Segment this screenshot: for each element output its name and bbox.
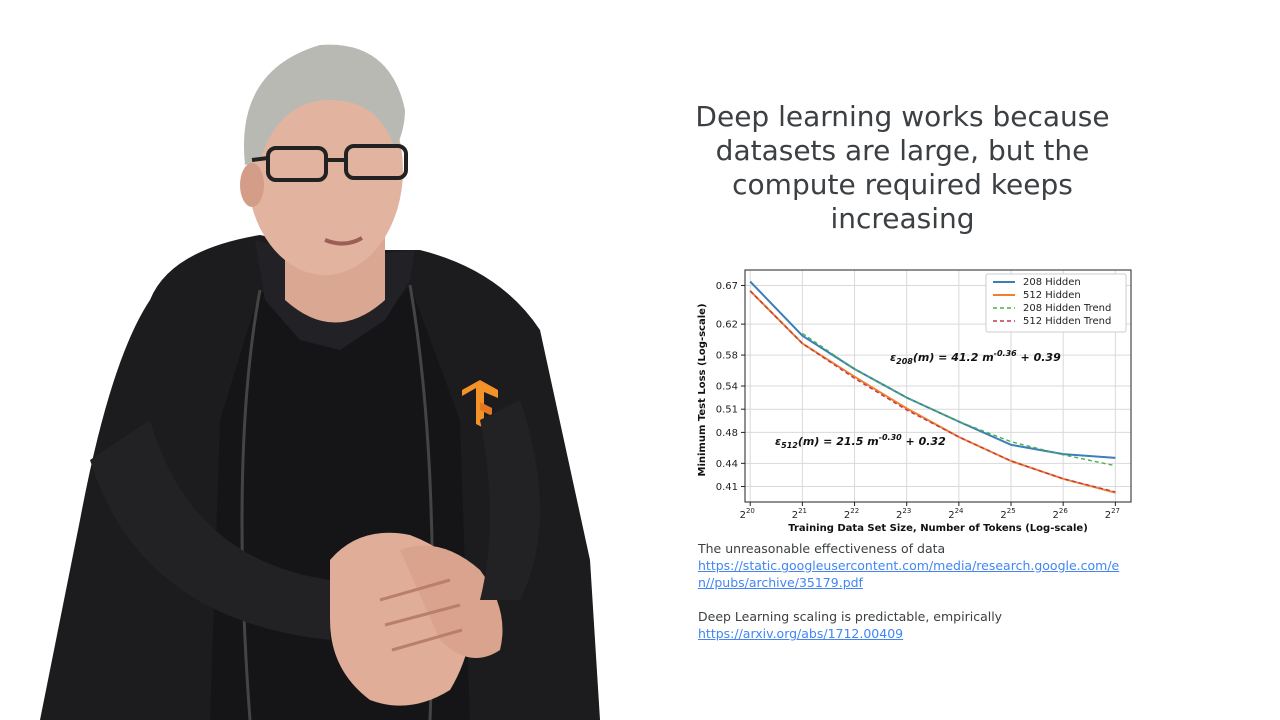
- title-line: increasing: [830, 202, 975, 235]
- chart-legend: 208 Hidden 512 Hidden 208 Hidden Trend 5…: [985, 273, 1127, 333]
- y-tick-label: 0.51: [716, 405, 738, 416]
- x-tick-label: 223: [896, 507, 911, 521]
- legend-label: 208 Hidden Trend: [1023, 303, 1111, 314]
- x-tick-label: 224: [948, 507, 964, 521]
- x-tick-label: 227: [1105, 507, 1120, 521]
- title-line: compute required keeps: [732, 168, 1073, 201]
- series-512-trend: [749, 290, 1116, 493]
- reference-title: The unreasonable effectiveness of data: [698, 541, 946, 556]
- x-tick-label: 221: [792, 507, 807, 521]
- presenter-hands: [330, 532, 503, 706]
- reference-item: Deep Learning scaling is predictable, em…: [698, 608, 1128, 642]
- reference-item: The unreasonable effectiveness of data h…: [698, 540, 1128, 591]
- series-208-trend: [802, 332, 1116, 467]
- annotation-512: ε512(m) = 21.5 m-0.30 + 0.32: [775, 433, 946, 450]
- presenter-figure: [40, 44, 600, 720]
- x-tick-label: 220: [740, 507, 755, 521]
- y-tick-label: 0.41: [716, 482, 738, 493]
- y-tick-label: 0.44: [716, 459, 738, 470]
- y-axis-label: Minimum Test Loss (Log-scale): [697, 303, 708, 476]
- legend-label: 512 Hidden: [1023, 290, 1081, 301]
- scaling-chart: 0.670.620.580.540.510.480.440.41 220 221 2…: [697, 269, 1132, 534]
- presenter-hair: [243, 44, 405, 165]
- x-tick-label: 222: [844, 507, 859, 521]
- title-line: Deep learning works because: [695, 100, 1110, 133]
- reference-link[interactable]: https://static.googleusercontent.com/med…: [698, 558, 1120, 590]
- y-tick-label: 0.67: [716, 281, 738, 292]
- y-axis: 0.67 0.62 0.58 0.54 0.51 0.48 0.44 0.41: [716, 281, 745, 493]
- x-tick-label: 226: [1053, 507, 1069, 521]
- references: The unreasonable effectiveness of data h…: [698, 540, 1128, 659]
- title-line: datasets are large, but the: [715, 134, 1090, 167]
- y-tick-label: 0.58: [716, 351, 738, 362]
- reference-title: Deep Learning scaling is predictable, em…: [698, 609, 1003, 624]
- chart-series: [749, 280, 1116, 494]
- slide-title: Deep learning works because datasets are…: [690, 100, 1115, 236]
- annotation-208: ε208(m) = 41.2 m-0.36 + 0.39: [890, 349, 1061, 366]
- presenter-glasses: [251, 144, 408, 182]
- legend-label: 208 Hidden: [1023, 277, 1081, 288]
- reference-link[interactable]: https://arxiv.org/abs/1712.00409: [698, 626, 904, 641]
- tensorflow-logo-icon: [462, 380, 498, 428]
- x-tick-label: 225: [1000, 507, 1015, 521]
- chart-grid: [745, 270, 1131, 502]
- x-axis-label: Training Data Set Size, Number of Tokens…: [788, 523, 1088, 534]
- y-tick-label: 0.48: [716, 428, 738, 439]
- legend-label: 512 Hidden Trend: [1023, 316, 1111, 327]
- y-tick-label: 0.54: [716, 382, 738, 393]
- y-tick-label: 0.62: [716, 320, 738, 331]
- x-axis: 220 221 222 223 224 225 226 227: [740, 502, 1120, 521]
